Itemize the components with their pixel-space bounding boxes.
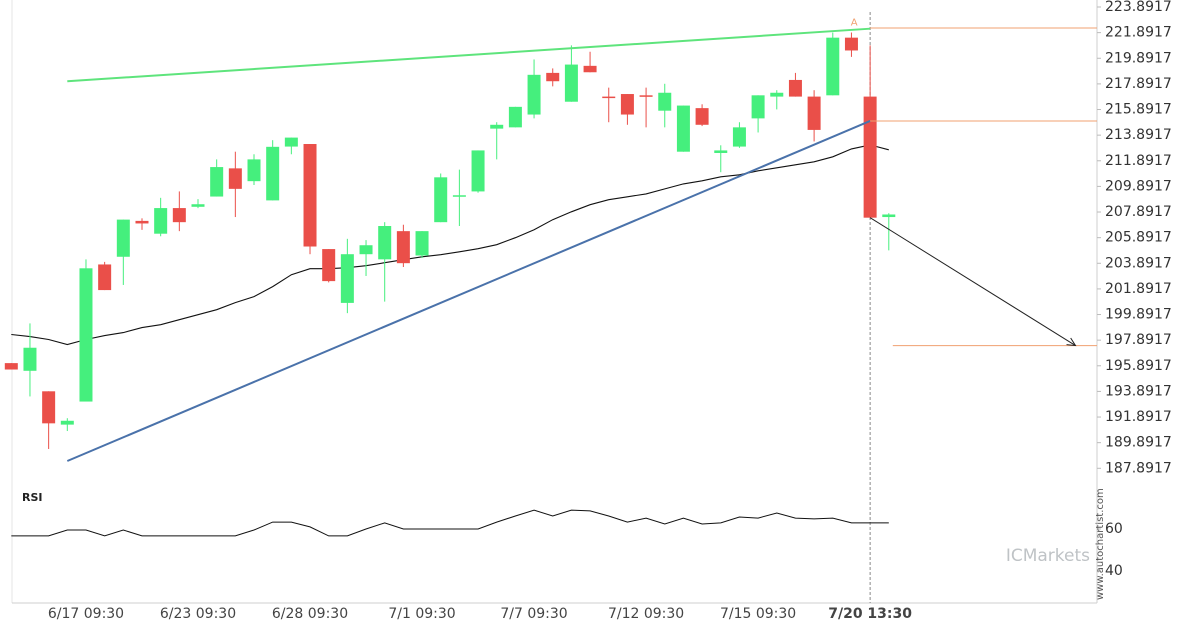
candle-body (172, 208, 186, 223)
watermark-site: www.autochartist.com (1095, 488, 1106, 600)
candle-body (546, 72, 560, 82)
y-tick-label: 201.8917 (1105, 281, 1172, 297)
arrow-head (1066, 337, 1077, 347)
candle-body (228, 168, 242, 189)
candle-body (322, 249, 336, 282)
candle-body (42, 391, 56, 424)
candle-body (415, 231, 429, 256)
grid-layer (11, 0, 1101, 604)
candle-body (527, 74, 541, 115)
candle-body (396, 231, 410, 264)
candle-body (620, 94, 634, 115)
candle-body (490, 124, 504, 129)
candle-body (807, 96, 821, 130)
candle-body (79, 268, 93, 402)
candle-body (340, 254, 354, 303)
y-tick-label: 187.8917 (1105, 460, 1172, 476)
candle-body (471, 150, 485, 192)
candle-body (508, 106, 522, 128)
y-tick-label: 197.8917 (1105, 332, 1172, 348)
candle-body (191, 204, 205, 207)
x-tick-label: 6/17 09:30 (48, 606, 124, 622)
candle-body (4, 363, 18, 370)
candle-body (826, 37, 840, 96)
y-tick-label: 193.8917 (1105, 383, 1172, 399)
candle-body (732, 127, 746, 147)
candle-body (154, 208, 168, 234)
candle-body (714, 150, 728, 153)
x-tick-label: 6/23 09:30 (160, 606, 236, 622)
candle-body (359, 245, 373, 255)
y-tick-label: 203.8917 (1105, 255, 1172, 271)
x-tick-label: 6/28 09:30 (272, 606, 348, 622)
y-tick-label: 189.8917 (1105, 435, 1172, 451)
candle-body (284, 137, 298, 147)
y-tick-label: 211.8917 (1105, 153, 1172, 169)
candle-body (882, 214, 896, 218)
candle-body (247, 159, 261, 182)
y-tick-label: 219.8917 (1105, 50, 1172, 66)
watermark-logo: ICMarkets (1006, 546, 1090, 566)
rsi-tick-label: 60 (1105, 521, 1123, 537)
candle-body (60, 420, 74, 425)
candle-body (676, 105, 690, 152)
trend-line (67, 27, 871, 83)
candle-body (564, 64, 578, 102)
rsi-label: RSI (22, 491, 43, 504)
candle-body (98, 264, 112, 291)
plot-layer: 223.8917 221.8917 219.8917 217.8917 215.8917… (4, 0, 1172, 622)
x-tick-label: 7/1 09:30 (388, 606, 455, 622)
x-tick-label: 7/12 09:30 (608, 606, 684, 622)
y-tick-label: 217.8917 (1105, 76, 1172, 92)
rsi-line (11, 509, 889, 537)
x-tick-label: 7/15 09:30 (720, 606, 796, 622)
candle-body (452, 195, 466, 197)
candle-body (434, 177, 448, 223)
x-tick-label: 7/20 13:30 (828, 606, 912, 622)
y-tick-label: 205.8917 (1105, 230, 1172, 246)
candle-body (695, 108, 709, 125)
candle-body (210, 167, 224, 197)
y-tick-label: 195.8917 (1105, 358, 1172, 374)
y-tick-label: 213.8917 (1105, 127, 1172, 143)
y-tick-label: 191.8917 (1105, 409, 1172, 425)
candle-body (770, 92, 784, 97)
y-tick-label: 215.8917 (1105, 102, 1172, 118)
y-tick-label: 223.8917 (1105, 0, 1172, 15)
candle-body (303, 144, 317, 247)
candle-body (602, 96, 616, 99)
annotation: A (851, 18, 858, 29)
candle-body (583, 65, 597, 73)
candle-body (658, 92, 672, 111)
candle-body (639, 95, 653, 97)
y-tick-label: 199.8917 (1105, 307, 1172, 323)
x-tick-label: 7/7 09:30 (500, 606, 567, 622)
y-tick-label: 221.8917 (1105, 25, 1172, 41)
candle-body (378, 226, 392, 260)
candle-body (788, 79, 802, 97)
y-tick-label: 207.8917 (1105, 204, 1172, 220)
candle-body (116, 219, 130, 257)
candle-body (266, 146, 280, 201)
y-tick-label: 209.8917 (1105, 178, 1172, 194)
forecast-arrow (869, 217, 1076, 346)
candle-body (135, 220, 149, 224)
rsi-tick-label: 40 (1105, 563, 1123, 579)
candle-body (23, 347, 37, 371)
candle-body (863, 96, 877, 218)
trend-line (66, 120, 871, 462)
candle-body (751, 95, 765, 119)
candle-body (844, 37, 858, 51)
